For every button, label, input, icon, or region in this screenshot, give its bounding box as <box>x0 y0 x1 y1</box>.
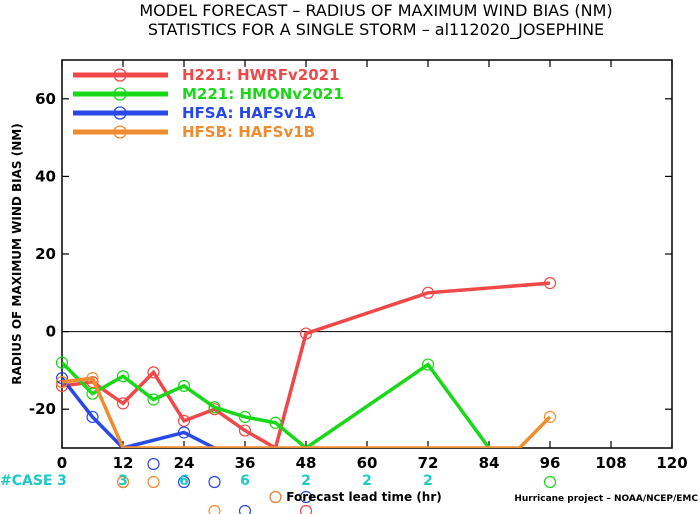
offscale-point <box>269 490 282 504</box>
series-point-1 <box>238 410 252 424</box>
series-point-1 <box>269 416 282 429</box>
legend-marker-0 <box>113 68 127 82</box>
legend-marker-3 <box>113 125 127 139</box>
x-tick-label: 48 <box>296 454 317 472</box>
offscale-point <box>208 504 221 514</box>
legend-marker-1 <box>113 87 127 101</box>
series-point-1 <box>208 401 221 414</box>
series-line-2 <box>62 377 216 448</box>
offscale-point <box>116 475 130 489</box>
offscale-point <box>147 457 160 471</box>
x-tick-label: 108 <box>595 454 626 472</box>
case-count: 2 <box>362 473 372 489</box>
series-point-0 <box>238 424 252 437</box>
series-point-3 <box>86 372 99 385</box>
credit-text: Hurricane project – NOAA/NCEP/EMC <box>514 494 698 504</box>
offscale-point <box>177 475 191 489</box>
case-count: 3 <box>118 473 128 489</box>
offscale-point <box>208 475 221 489</box>
case-count: 6 <box>179 473 189 489</box>
series-point-0 <box>177 414 191 427</box>
case-count: 2 <box>423 473 433 489</box>
offscale-point <box>299 490 313 504</box>
series-line-3 <box>62 376 552 448</box>
x-tick-label: 12 <box>113 454 134 472</box>
y-tick-label: 0 <box>46 323 56 341</box>
chart-title: MODEL FORECAST – RADIUS OF MAXIMUM WIND … <box>139 1 612 20</box>
legend-marker-2 <box>113 106 127 120</box>
series-point-2 <box>177 426 191 439</box>
legend-label-2: HFSA: HAFSv1A <box>182 104 316 122</box>
legend-label-1: M221: HMONv2021 <box>182 85 344 103</box>
series-point-1 <box>147 393 160 406</box>
offscale-point <box>238 504 252 514</box>
x-tick-label: 60 <box>357 454 378 472</box>
x-tick-label: 72 <box>418 454 439 472</box>
series-point-1 <box>421 358 435 371</box>
legend-label-3: HFSB: HAFSv1B <box>182 123 315 141</box>
x-axis-label: Forecast lead time (hr) <box>286 490 442 504</box>
legend-label-0: H221: HWRFv2021 <box>182 66 340 84</box>
offscale-point <box>299 504 313 514</box>
x-tick-label: 84 <box>479 454 500 472</box>
chart-subtitle: STATISTICS FOR A SINGLE STORM – al112020… <box>148 20 604 40</box>
y-tick-label: 20 <box>35 245 56 263</box>
series-point-0 <box>543 277 557 290</box>
plot-frame <box>61 59 673 449</box>
case-count: 2 <box>301 473 311 489</box>
series-point-0 <box>147 366 160 379</box>
series-line-0 <box>62 281 551 448</box>
offscale-point <box>147 475 160 489</box>
y-tick-label: 40 <box>35 167 56 185</box>
series-point-1 <box>177 379 191 393</box>
x-tick-label: 36 <box>235 454 256 472</box>
series-line-1 <box>62 361 491 448</box>
series-point-2 <box>55 372 69 385</box>
y-axis-label: RADIUS OF MAXIMUM WIND BIAS (NM) <box>10 123 24 384</box>
x-tick-label: 24 <box>174 454 195 472</box>
case-count: 3 <box>57 473 67 489</box>
series-point-0 <box>116 397 130 410</box>
x-tick-label: 120 <box>656 454 687 472</box>
case-label: #CASE <box>0 473 53 489</box>
series-point-3 <box>55 375 69 389</box>
y-tick-label: 60 <box>35 90 56 108</box>
series-point-1 <box>55 356 69 369</box>
series-point-2 <box>86 410 99 424</box>
series-point-1 <box>116 370 130 383</box>
x-tick-label: 0 <box>57 454 67 472</box>
series-point-0 <box>421 286 435 299</box>
y-tick-label: -20 <box>29 400 56 418</box>
series-point-0 <box>299 327 313 340</box>
case-count: 6 <box>240 473 250 489</box>
series-point-3 <box>543 410 557 424</box>
x-tick-label: 96 <box>540 454 561 472</box>
offscale-point <box>543 475 557 489</box>
